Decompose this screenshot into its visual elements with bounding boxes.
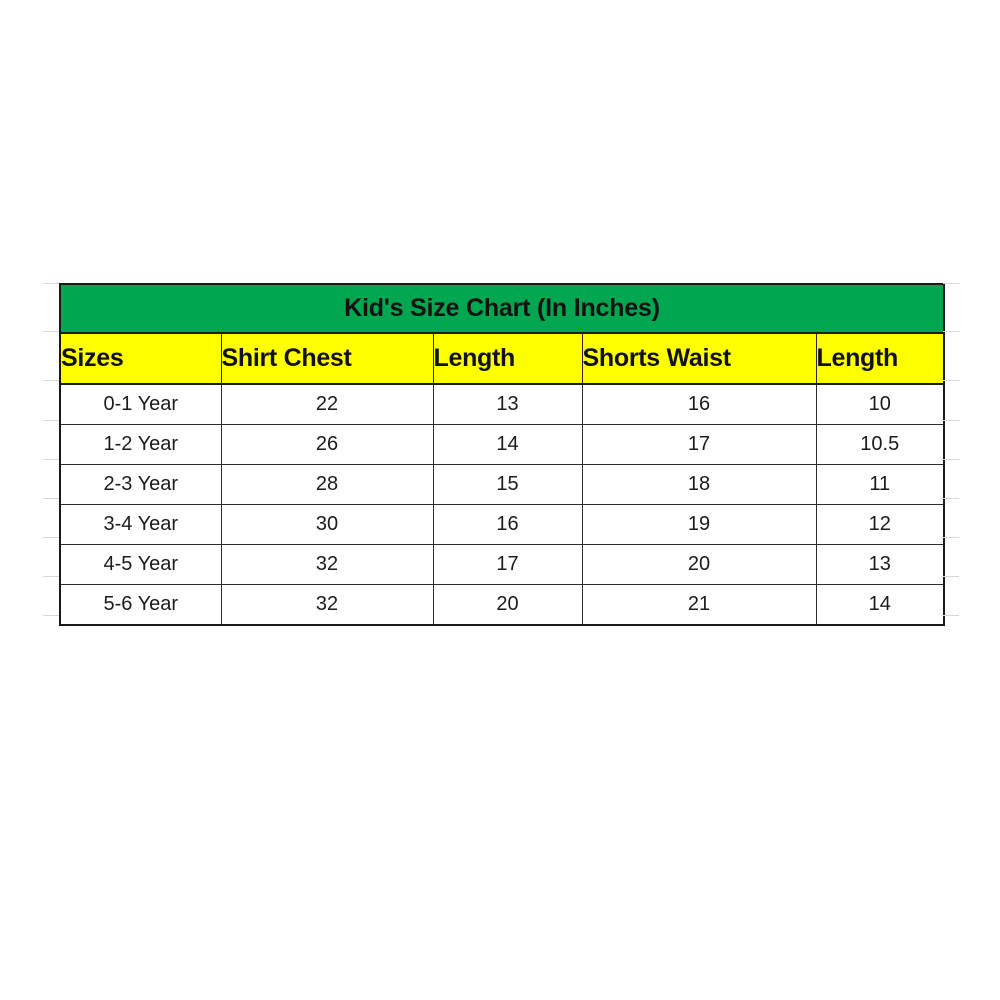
table-row: 3-4 Year 30 16 19 12 <box>59 504 945 545</box>
cell-size: 2-3 Year <box>59 464 222 505</box>
cell-shorts-length: 10 <box>815 383 945 425</box>
gridline-stub <box>943 420 959 421</box>
cell-shirt-length: 14 <box>432 424 583 465</box>
gridline-stub <box>943 283 959 284</box>
gridline-stub <box>943 380 959 381</box>
cell-shorts-length: 13 <box>815 544 945 585</box>
table-row: 0-1 Year 22 13 16 10 <box>59 383 945 425</box>
gridline-stub <box>43 459 59 460</box>
gridline-stub <box>43 615 59 616</box>
cell-shirt-length: 15 <box>432 464 583 505</box>
table-row: 4-5 Year 32 17 20 13 <box>59 544 945 585</box>
cell-shorts-waist: 18 <box>581 464 817 505</box>
gridline-stub <box>43 420 59 421</box>
column-header-sizes: Sizes <box>59 332 222 385</box>
column-header-row: Sizes Shirt Chest Length Shorts Waist Le… <box>59 332 945 385</box>
gridline-stub <box>43 498 59 499</box>
table-row: 2-3 Year 28 15 18 11 <box>59 464 945 505</box>
cell-shorts-length: 11 <box>815 464 945 505</box>
gridline-stub <box>943 576 959 577</box>
cell-size: 1-2 Year <box>59 424 222 465</box>
gridline-stub <box>943 615 959 616</box>
cell-shirt-length: 16 <box>432 504 583 545</box>
gridline-stub <box>43 537 59 538</box>
cell-shirt-chest: 32 <box>220 544 434 585</box>
cell-shorts-waist: 16 <box>581 383 817 425</box>
cell-shorts-waist: 17 <box>581 424 817 465</box>
cell-shirt-chest: 32 <box>220 584 434 626</box>
gridline-stub <box>43 331 59 332</box>
gridline-stub <box>943 537 959 538</box>
gridline-stub <box>943 331 959 332</box>
cell-shorts-waist: 19 <box>581 504 817 545</box>
chart-title-row: Kid's Size Chart (In Inches) <box>59 283 945 334</box>
cell-shirt-chest: 26 <box>220 424 434 465</box>
table-row: 5-6 Year 32 20 21 14 <box>59 584 945 626</box>
cell-shorts-waist: 21 <box>581 584 817 626</box>
gridline-stub <box>43 380 59 381</box>
table-row: 1-2 Year 26 14 17 10.5 <box>59 424 945 465</box>
cell-size: 3-4 Year <box>59 504 222 545</box>
cell-shirt-length: 13 <box>432 383 583 425</box>
gridline-stub <box>43 283 59 284</box>
cell-shorts-length: 14 <box>815 584 945 626</box>
cell-shorts-length: 12 <box>815 504 945 545</box>
column-header-shorts-waist: Shorts Waist <box>581 332 817 385</box>
gridline-stub <box>43 576 59 577</box>
gridline-stub <box>943 498 959 499</box>
cell-shirt-chest: 28 <box>220 464 434 505</box>
size-chart-container: Kid's Size Chart (In Inches) Sizes Shirt… <box>43 283 959 626</box>
cell-size: 0-1 Year <box>59 383 222 425</box>
cell-shorts-length: 10.5 <box>815 424 945 465</box>
column-header-shirt-chest: Shirt Chest <box>220 332 434 385</box>
chart-title: Kid's Size Chart (In Inches) <box>59 283 945 334</box>
cell-shirt-chest: 22 <box>220 383 434 425</box>
cell-shirt-length: 17 <box>432 544 583 585</box>
cell-size: 5-6 Year <box>59 584 222 626</box>
cell-shirt-length: 20 <box>432 584 583 626</box>
column-header-shirt-length: Length <box>432 332 583 385</box>
cell-size: 4-5 Year <box>59 544 222 585</box>
size-chart-table: Kid's Size Chart (In Inches) Sizes Shirt… <box>59 283 946 626</box>
cell-shirt-chest: 30 <box>220 504 434 545</box>
column-header-shorts-length: Length <box>815 332 945 385</box>
cell-shorts-waist: 20 <box>581 544 817 585</box>
gridline-stub <box>943 459 959 460</box>
